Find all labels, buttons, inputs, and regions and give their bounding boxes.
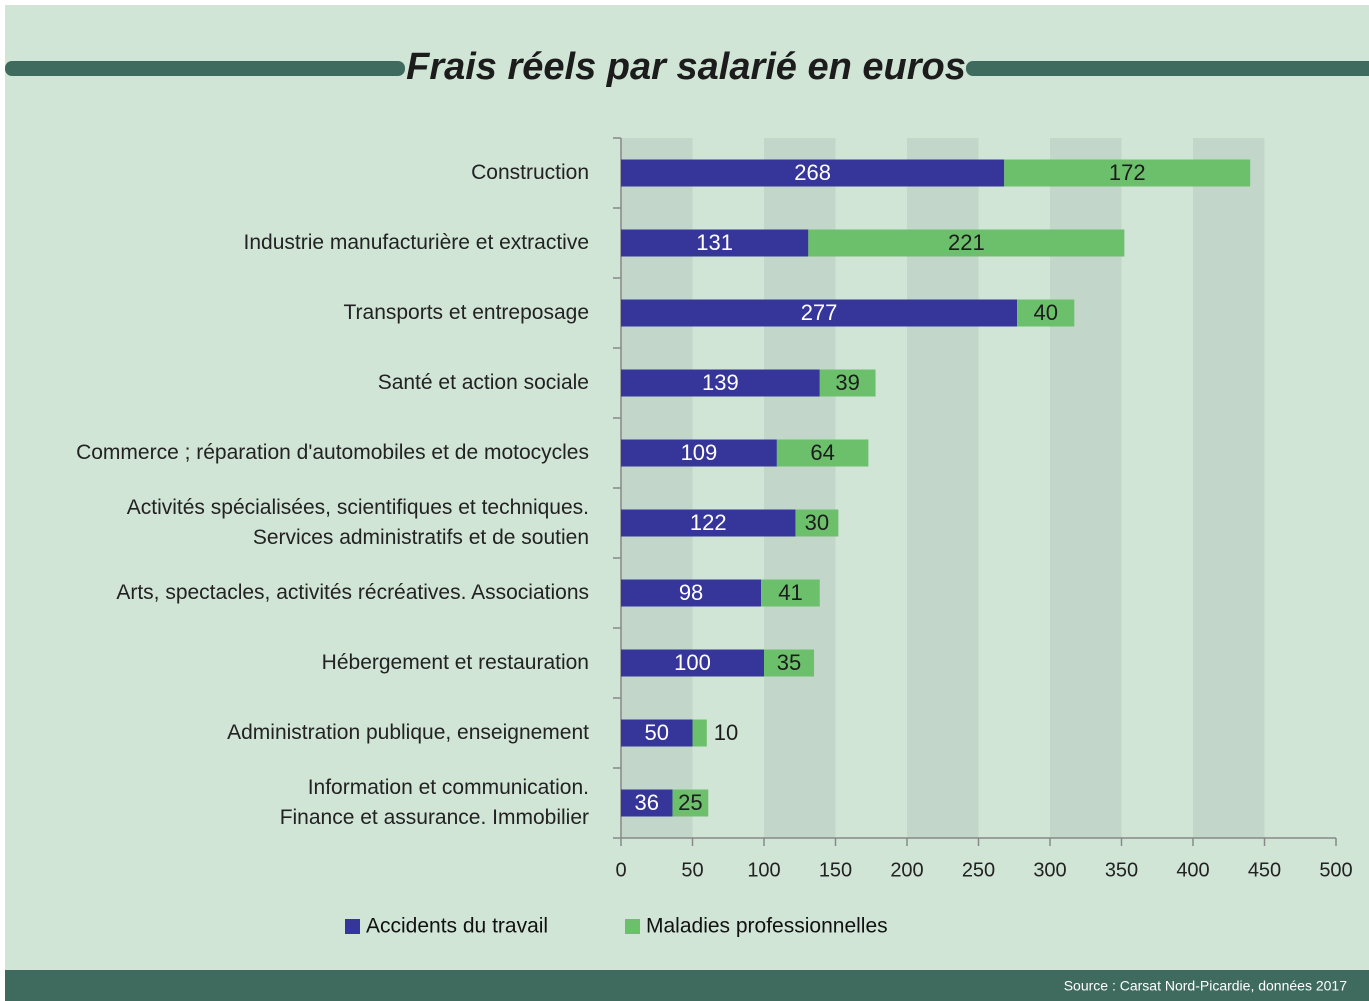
value-label: 64 bbox=[810, 440, 834, 465]
value-label: 39 bbox=[835, 370, 859, 395]
value-label: 25 bbox=[678, 790, 702, 815]
x-tick-label: 50 bbox=[681, 859, 703, 881]
legend-label: Maladies professionnelles bbox=[646, 915, 888, 938]
source: Source : Carsat Nord-Picardie, données 2… bbox=[1064, 978, 1347, 994]
grid-band bbox=[1264, 138, 1336, 838]
title-bar-left bbox=[5, 61, 405, 76]
bar-segment bbox=[621, 789, 673, 817]
value-label: 109 bbox=[681, 440, 718, 465]
x-tick-label: 200 bbox=[890, 859, 923, 881]
title-bar-right bbox=[966, 61, 1369, 76]
bar-segment bbox=[621, 299, 1018, 327]
value-label: 277 bbox=[801, 300, 838, 325]
grid-band bbox=[1193, 138, 1265, 838]
bar-segment bbox=[672, 789, 709, 817]
category-label: Transports et entreposage bbox=[343, 301, 589, 324]
bar-segment bbox=[1004, 159, 1251, 187]
x-tick-label: 500 bbox=[1319, 859, 1352, 881]
category-label: Construction bbox=[471, 161, 589, 184]
grid-band bbox=[1121, 138, 1193, 838]
value-label: 139 bbox=[702, 370, 739, 395]
bar-segment bbox=[692, 719, 707, 747]
legend-swatch bbox=[345, 919, 360, 934]
value-label: 40 bbox=[1033, 300, 1057, 325]
bar-segment bbox=[621, 719, 693, 747]
x-tick-label: 400 bbox=[1176, 859, 1209, 881]
x-tick-label: 450 bbox=[1248, 859, 1281, 881]
category-label: Administration publique, enseignement bbox=[227, 721, 589, 744]
bar-segment bbox=[621, 229, 809, 257]
bar-segment bbox=[776, 439, 869, 467]
category-label: Commerce ; réparation d'automobiles et d… bbox=[76, 441, 589, 464]
value-label: 268 bbox=[794, 160, 831, 185]
x-tick-label: 100 bbox=[747, 859, 780, 881]
category-label: Santé et action sociale bbox=[377, 371, 589, 394]
x-tick-label: 250 bbox=[962, 859, 995, 881]
bar-segment bbox=[621, 579, 762, 607]
bar-segment bbox=[761, 579, 820, 607]
chart-title: Frais réels par salarié en euros bbox=[406, 46, 966, 88]
category-label: Information et communication. Finance et… bbox=[279, 776, 589, 829]
legend-swatch bbox=[625, 919, 640, 934]
bar-segment bbox=[621, 439, 777, 467]
bar-segment bbox=[621, 369, 820, 397]
value-label: 172 bbox=[1109, 160, 1146, 185]
bar-segment bbox=[621, 649, 764, 677]
x-tick-label: 300 bbox=[1033, 859, 1066, 881]
category-label: Activités spécialisées, scientifiques et… bbox=[126, 496, 589, 549]
category-label: Industrie manufacturière et extractive bbox=[243, 231, 590, 254]
value-label: 36 bbox=[634, 790, 658, 815]
value-label: 131 bbox=[696, 230, 733, 255]
value-label: 100 bbox=[674, 650, 711, 675]
value-label: 10 bbox=[714, 720, 738, 745]
bar-segment bbox=[621, 159, 1005, 187]
x-tick-label: 0 bbox=[615, 859, 626, 881]
x-tick-label: 150 bbox=[819, 859, 852, 881]
category-label: Hébergement et restauration bbox=[321, 651, 589, 674]
bar-segment bbox=[621, 509, 796, 537]
footer-bar bbox=[5, 970, 1369, 1001]
value-label: 30 bbox=[805, 510, 829, 535]
value-label: 122 bbox=[690, 510, 727, 535]
bar-segment bbox=[795, 509, 839, 537]
bar-segment bbox=[819, 369, 876, 397]
value-label: 35 bbox=[777, 650, 801, 675]
bar-segment bbox=[1017, 299, 1075, 327]
value-label: 98 bbox=[679, 580, 703, 605]
value-label: 221 bbox=[948, 230, 985, 255]
bar-segment bbox=[764, 649, 815, 677]
legend-label: Accidents du travail bbox=[366, 915, 548, 938]
x-tick-label: 350 bbox=[1105, 859, 1138, 881]
bar-segment bbox=[808, 229, 1125, 257]
category-label: Arts, spectacles, activités récréatives.… bbox=[116, 581, 589, 604]
value-label: 50 bbox=[645, 720, 669, 745]
value-label: 41 bbox=[778, 580, 802, 605]
